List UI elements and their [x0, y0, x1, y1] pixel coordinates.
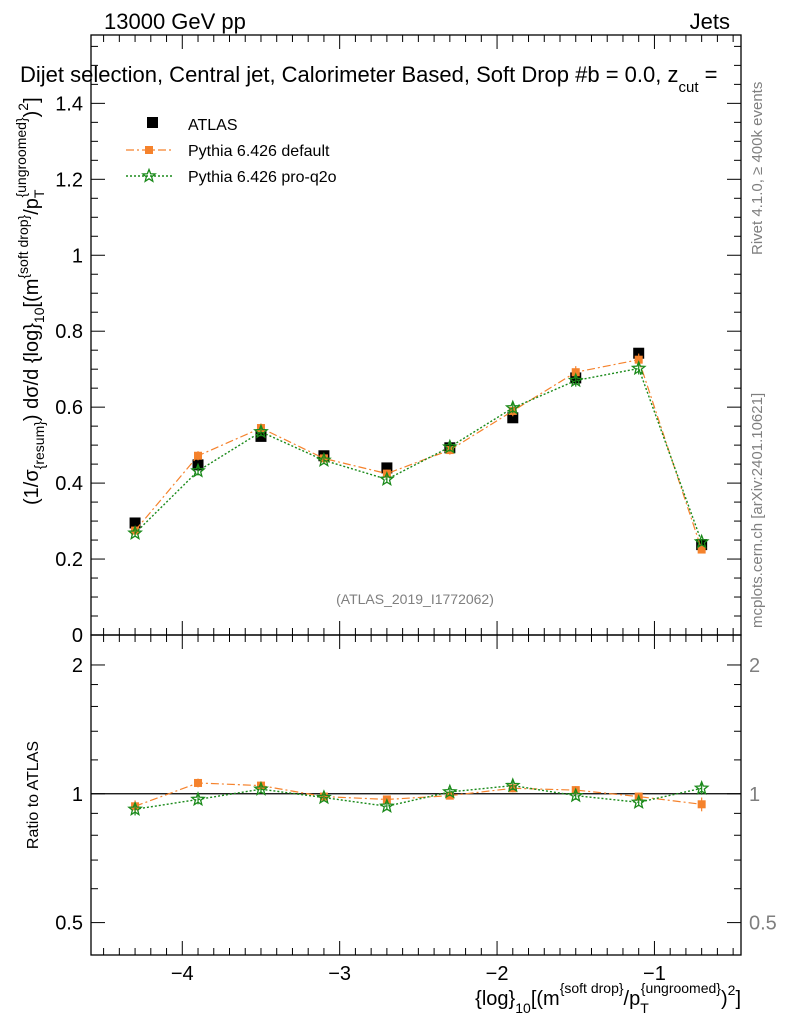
proq2o-point [567, 372, 584, 388]
proq2o-point [253, 423, 269, 439]
ratio-proq2o-point [190, 791, 206, 807]
ratio-proq2o-point [504, 777, 521, 793]
ratio-y-axis: 0.5 0.5 1 1 2 2 [55, 655, 777, 935]
x-tick-label: −2 [486, 963, 509, 985]
default-point [697, 545, 706, 554]
legend-label-proq2o: Pythia 6.426 pro-q2o [188, 169, 337, 186]
ratio-proq2o-point [567, 787, 584, 803]
atlas-point [633, 347, 645, 359]
ratio-default-point [697, 800, 706, 809]
plot-title: Dijet selection, Central jet, Calorimete… [20, 62, 717, 96]
proq2o-point [316, 452, 332, 468]
default-point [194, 451, 203, 460]
ratio-proq2o-point [316, 789, 332, 805]
main-y-tick-label: 1.4 [55, 93, 83, 115]
main-y-tick-label: 0 [72, 625, 83, 647]
ratio-y-tick-label: 1 [72, 784, 83, 806]
ratio-y-axis-label: Ratio to ATLAS [25, 741, 42, 849]
main-y-tick-label: 1 [72, 245, 83, 267]
ratio-y-tick-label-right: 1 [749, 784, 760, 806]
proq2o-point [630, 360, 647, 376]
rivet-version-label: Rivet 4.1.0, ≥ 400k events [749, 82, 766, 255]
default-point [571, 368, 580, 377]
atlas-point [507, 412, 519, 424]
x-axis-label: {log}10[(m{soft drop}/pT{ungroomed})2] [475, 980, 741, 1016]
ratio-proq2o-point [630, 794, 647, 810]
atlas-point [129, 517, 141, 529]
default-point [634, 355, 643, 364]
ratio-series [127, 777, 710, 816]
proq2o-point [693, 533, 710, 549]
mcplots-label: mcplots.cern.ch [arXiv:2401.10621] [749, 393, 766, 628]
ratio-proq2o-point [127, 800, 143, 816]
legend-label-atlas: ATLAS [188, 117, 238, 134]
proq2o-point [378, 471, 395, 487]
ratio-y-tick-label-right: 0.5 [749, 913, 777, 935]
ratio-y-tick-label: 2 [72, 655, 83, 677]
legend-marker-default [145, 146, 153, 154]
legend-label-default: Pythia 6.426 default [188, 143, 330, 160]
proq2o-line [134, 367, 703, 543]
proq2o-point [441, 438, 458, 454]
main-y-tick-label: 0.2 [55, 549, 83, 571]
proq2o-point [190, 462, 206, 478]
x-axis: −4 −3 −2 −1 [103, 35, 734, 985]
main-y-axis: 0 0.2 0.4 0.6 0.8 1 1.2 1.4 [55, 45, 741, 647]
ratio-proq2o-line [134, 784, 702, 810]
ratio-proq2o-point [441, 783, 458, 799]
analysis-watermark: (ATLAS_2019_I1772062) [336, 591, 494, 607]
x-tick-label: −3 [328, 963, 351, 985]
default-line [134, 358, 703, 550]
main-y-tick-label: 0.4 [55, 473, 83, 495]
ratio-default-point [194, 778, 203, 787]
header-right: Jets [690, 9, 730, 34]
ratio-proq2o-point [253, 780, 269, 796]
proq2o-point [504, 399, 521, 415]
ratio-proq2o-point [693, 779, 710, 796]
main-y-tick-label: 0.8 [55, 321, 83, 343]
main-y-tick-label: 1.2 [55, 169, 83, 191]
ratio-frame [90, 634, 742, 956]
ratio-y-tick-label: 0.5 [55, 913, 83, 935]
x-tick-label: −1 [643, 963, 666, 985]
ratio-proq2o-point [378, 797, 395, 813]
proq2o-point [127, 524, 143, 540]
ratio-y-tick-label-right: 2 [749, 655, 760, 677]
main-series [127, 347, 710, 554]
ratio-default-line [134, 782, 702, 807]
main-y-tick-label: 0.6 [55, 397, 83, 419]
legend-marker-atlas [147, 117, 158, 128]
x-tick-label: −4 [171, 963, 194, 985]
legend-marker-proq2o [141, 167, 157, 183]
atlas-point [381, 462, 393, 474]
header-left: 13000 GeV pp [104, 9, 246, 34]
legend: ATLAS Pythia 6.426 default Pythia 6.426 … [126, 117, 337, 186]
main-y-axis-label: (1/σ{resum}) dσ/d {log}10[(m{soft drop}/… [13, 97, 47, 505]
